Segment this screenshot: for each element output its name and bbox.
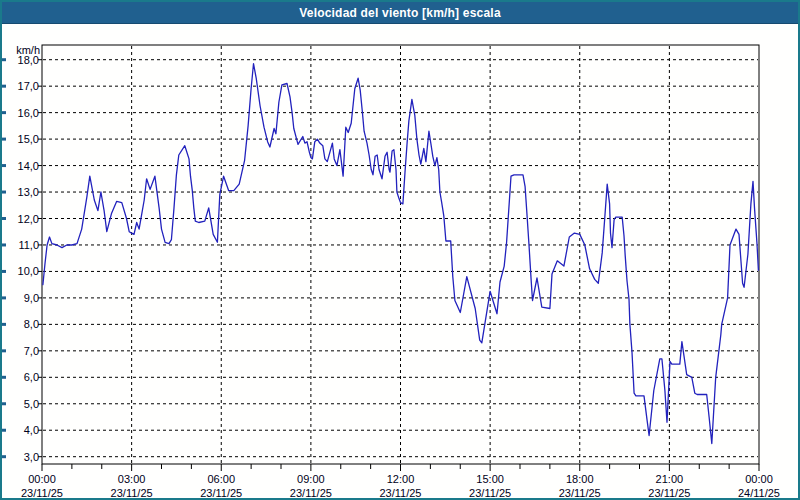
svg-text:9,0: 9,0	[24, 292, 39, 304]
svg-text:5,0: 5,0	[24, 398, 39, 410]
x-axis-ticks	[42, 464, 759, 471]
svg-text:8,0: 8,0	[24, 318, 39, 330]
svg-text:00:00: 00:00	[745, 473, 773, 485]
svg-text:18:00: 18:00	[566, 473, 594, 485]
svg-text:17,0: 17,0	[18, 80, 39, 92]
svg-text:06:00: 06:00	[207, 473, 235, 485]
svg-text:09:00: 09:00	[297, 473, 325, 485]
svg-text:00:00: 00:00	[28, 473, 56, 485]
x-gridlines	[132, 46, 670, 463]
y-tick-labels: 18,017,016,015,014,013,012,011,010,09,08…	[18, 54, 39, 463]
svg-text:23/11/25: 23/11/25	[469, 487, 511, 498]
svg-text:24/11/25: 24/11/25	[738, 487, 780, 498]
title-bar: Velocidad del viento [km/h] escala	[2, 2, 798, 24]
svg-text:6,0: 6,0	[24, 371, 39, 383]
app-window: Velocidad del viento [km/h] escala 18,01…	[0, 0, 800, 500]
svg-text:4,0: 4,0	[24, 424, 39, 436]
svg-text:14,0: 14,0	[18, 160, 39, 172]
svg-text:16,0: 16,0	[18, 107, 39, 119]
svg-text:7,0: 7,0	[24, 345, 39, 357]
svg-text:23/11/25: 23/11/25	[111, 487, 153, 498]
svg-text:23/11/25: 23/11/25	[21, 487, 63, 498]
x-tick-labels: 00:00 23/11/25 03:00 23/11/25 06:00 23/11/25 0…	[21, 473, 780, 498]
svg-text:13,0: 13,0	[18, 186, 39, 198]
wind-speed-chart: 18,017,016,015,014,013,012,011,010,09,08…	[2, 24, 798, 498]
svg-text:03:00: 03:00	[118, 473, 146, 485]
svg-text:23/11/25: 23/11/25	[290, 487, 332, 498]
svg-text:23/11/25: 23/11/25	[559, 487, 601, 498]
svg-text:21:00: 21:00	[656, 473, 684, 485]
y-axis-unit-label: km/h	[16, 44, 40, 56]
svg-text:3,0: 3,0	[24, 451, 39, 463]
svg-text:23/11/25: 23/11/25	[379, 487, 421, 498]
svg-text:11,0: 11,0	[18, 239, 39, 251]
svg-text:12:00: 12:00	[387, 473, 415, 485]
chart-canvas: 18,017,016,015,014,013,012,011,010,09,08…	[2, 24, 798, 498]
svg-text:15,0: 15,0	[18, 133, 39, 145]
window-title: Velocidad del viento [km/h] escala	[299, 6, 501, 20]
svg-text:km/h: km/h	[16, 44, 40, 56]
svg-text:15:00: 15:00	[476, 473, 504, 485]
svg-text:10,0: 10,0	[18, 265, 39, 277]
svg-text:23/11/25: 23/11/25	[200, 487, 242, 498]
svg-text:12,0: 12,0	[18, 213, 39, 225]
svg-text:23/11/25: 23/11/25	[648, 487, 690, 498]
